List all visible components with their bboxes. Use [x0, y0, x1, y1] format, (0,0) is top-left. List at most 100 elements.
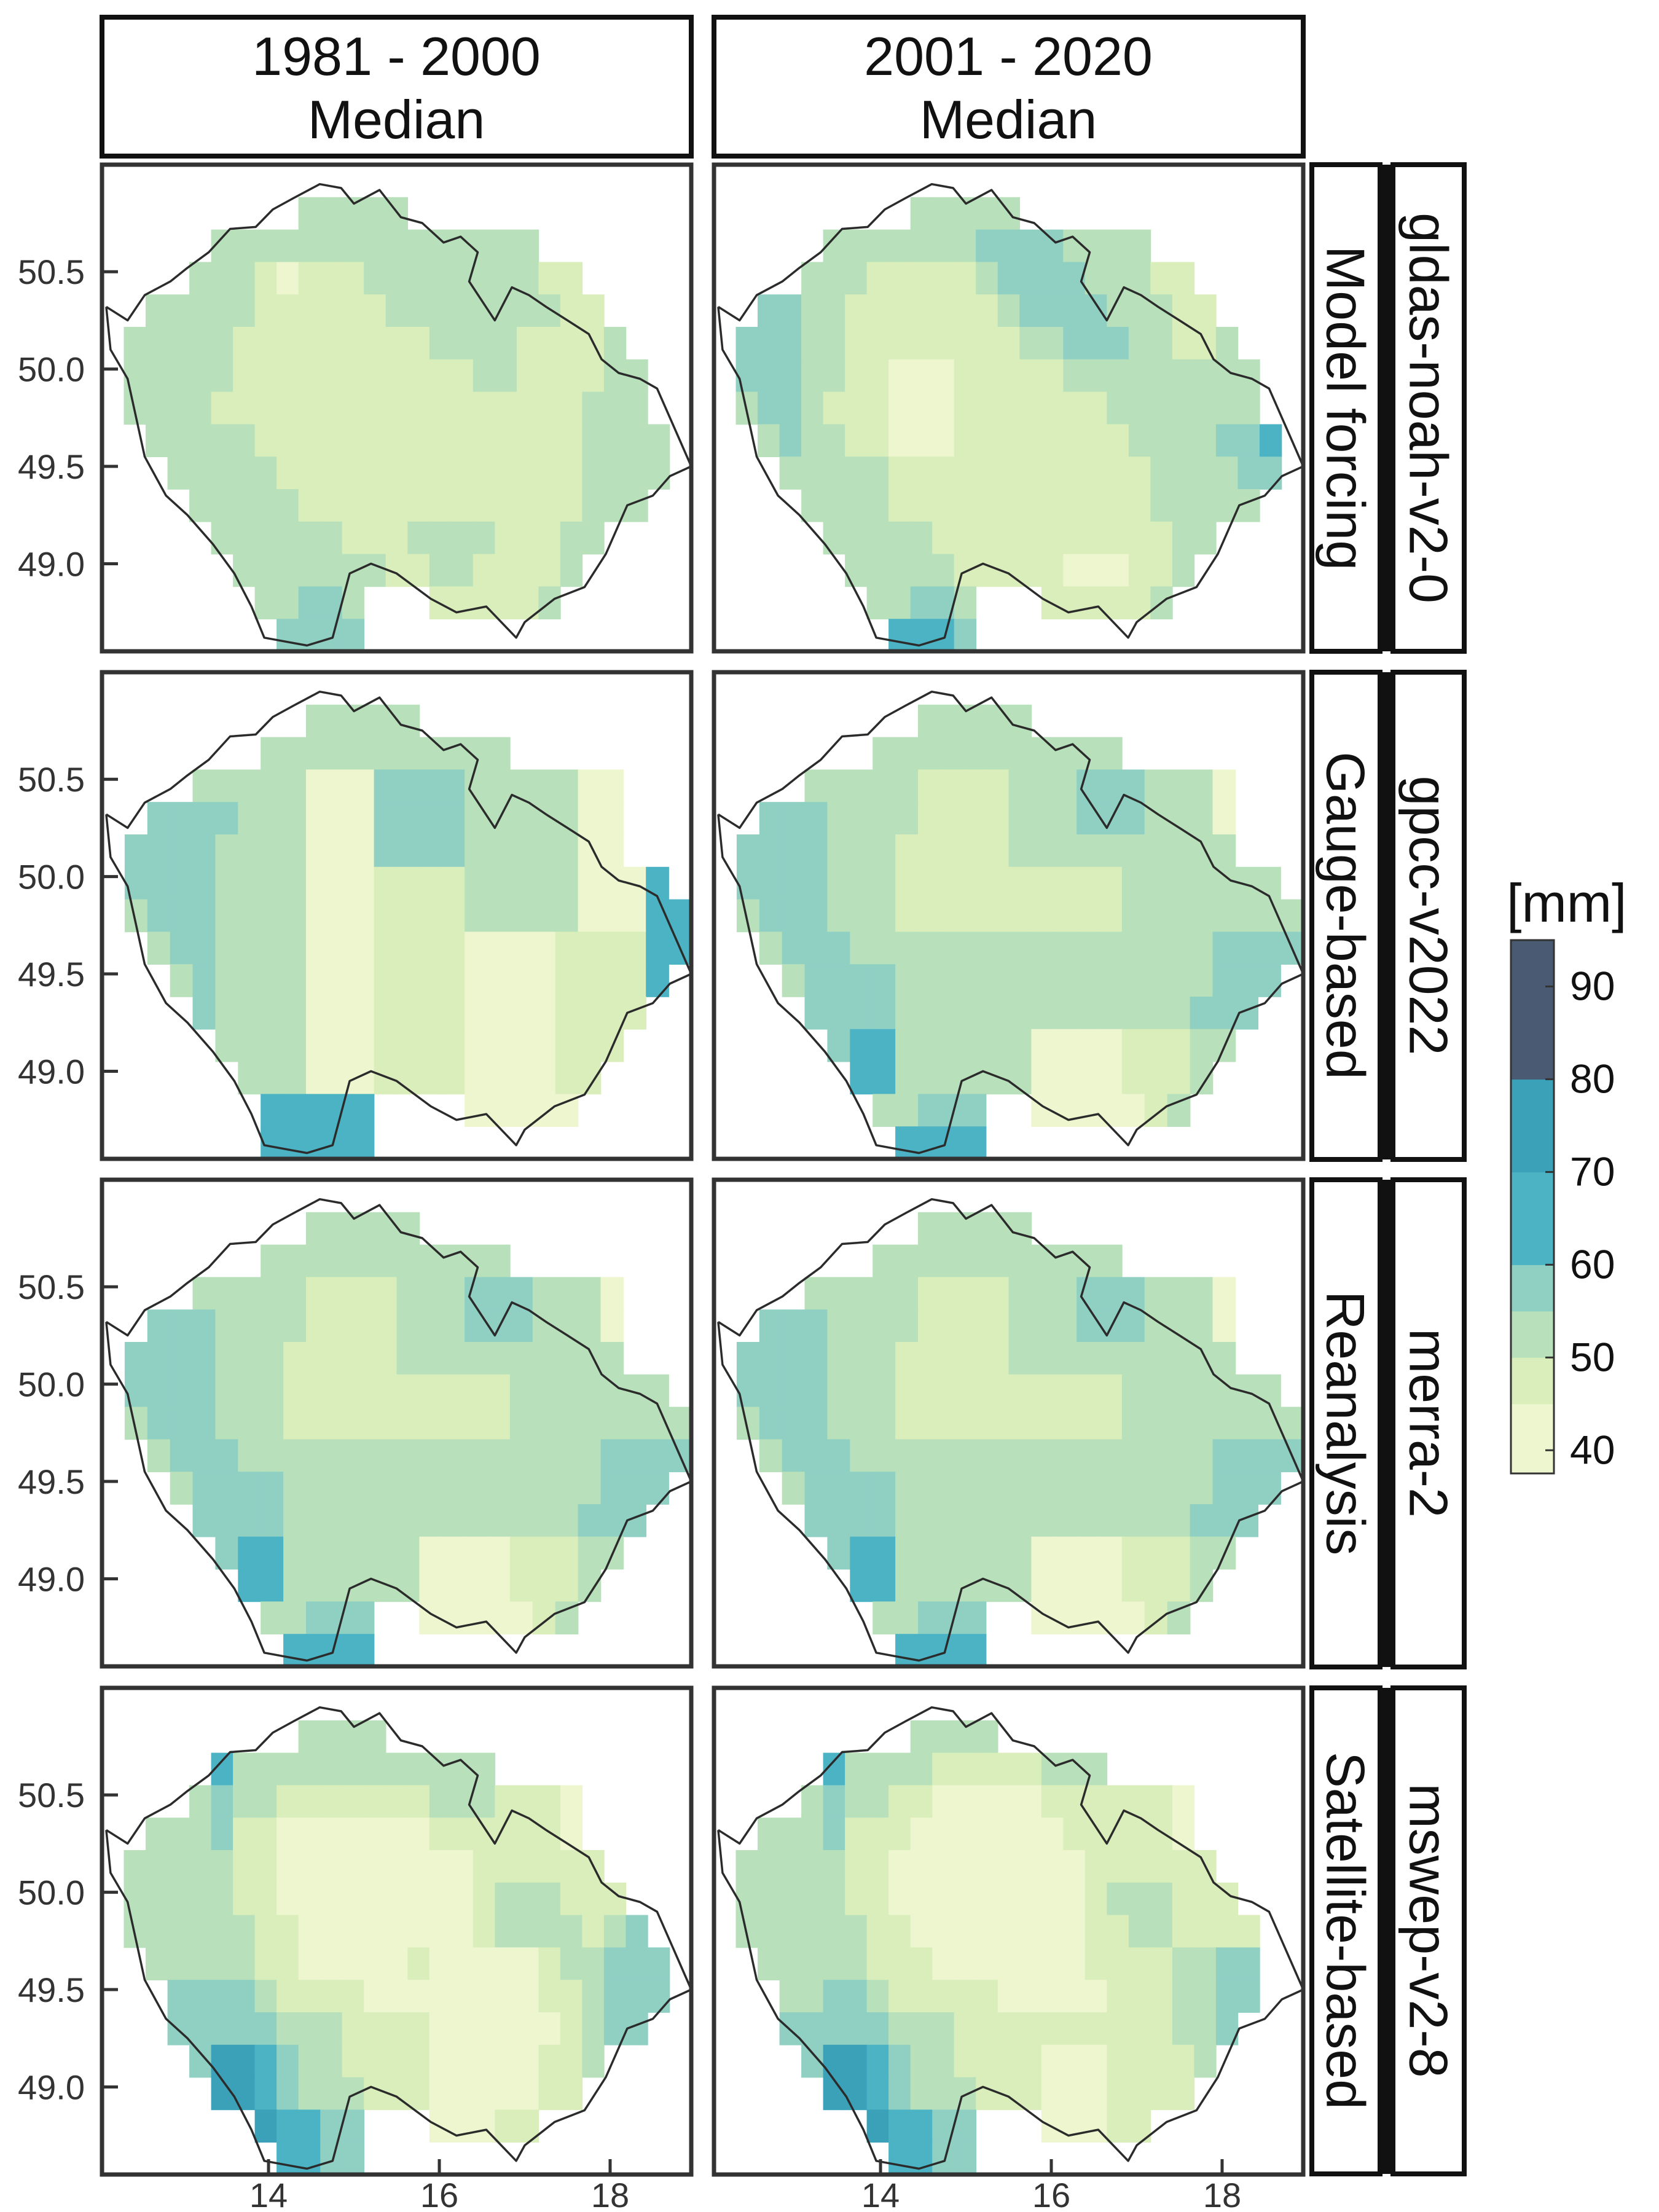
grid-cell	[364, 1850, 386, 1883]
grid-cell	[283, 1406, 307, 1440]
grid-cell	[804, 931, 828, 965]
grid-cell	[1190, 964, 1214, 997]
grid-cell	[1258, 931, 1281, 965]
grid-cell	[954, 2142, 976, 2175]
grid-cell	[918, 1094, 941, 1127]
grid-cell	[532, 1536, 556, 1570]
grid-cell	[940, 1094, 964, 1127]
grid-cell	[1128, 229, 1151, 263]
grid-cell	[986, 1569, 1010, 1602]
grid-cell	[487, 1342, 511, 1375]
grid-cell	[1063, 1882, 1086, 1916]
grid-cell	[532, 1504, 556, 1537]
grid-cell	[1128, 1882, 1151, 1916]
grid-cell	[276, 1850, 299, 1883]
panel-frame	[712, 1177, 1306, 1669]
grid-cell	[963, 1536, 987, 1570]
grid-cell	[320, 1947, 343, 1980]
grid-cell	[873, 769, 896, 802]
y-tick-label: 50.5	[18, 1268, 85, 1306]
grid-cell	[779, 424, 802, 457]
grid-cell	[167, 1818, 190, 1851]
y-tick-label: 49.0	[18, 1559, 85, 1598]
grid-cell	[976, 197, 998, 230]
grid-cell	[261, 1277, 284, 1310]
grid-cell	[910, 2077, 933, 2111]
grid-cell	[419, 802, 443, 835]
grid-cell	[1172, 489, 1195, 522]
grid-cell	[233, 521, 256, 555]
grid-cell	[538, 1850, 561, 1883]
grid-cell	[385, 1947, 408, 1980]
grid-cell	[487, 1536, 511, 1570]
row-dataset-label-3: merra-2	[1398, 1328, 1459, 1518]
grid-cell	[429, 327, 452, 360]
grid-cell	[320, 1980, 343, 2013]
grid-cell	[1099, 1504, 1123, 1537]
grid-cell	[976, 1752, 998, 1786]
grid-cell	[963, 1504, 987, 1537]
grid-cell	[516, 1785, 539, 1818]
grid-cell	[1260, 457, 1282, 490]
grid-cell	[1054, 866, 1077, 900]
grid-cell	[850, 802, 873, 835]
grid-cell	[932, 2142, 955, 2175]
grid-cell	[823, 2044, 845, 2078]
grid-cell	[407, 1947, 430, 1980]
grid-cell	[940, 1374, 964, 1408]
grid-cell	[306, 1601, 329, 1634]
grid-cell	[509, 964, 533, 997]
grid-cell	[1167, 1029, 1191, 1062]
grid-cell	[1031, 1342, 1055, 1375]
grid-cell	[238, 1504, 261, 1537]
grid-cell	[1212, 1439, 1236, 1472]
grid-cell	[1084, 424, 1108, 457]
grid-cell	[646, 964, 669, 997]
grid-cell	[910, 1947, 933, 1980]
grid-cell	[429, 2012, 452, 2045]
grid-cell	[298, 1915, 321, 1948]
grid-cell	[888, 1882, 911, 1916]
grid-cell	[283, 769, 307, 802]
grid-cell	[1167, 1309, 1191, 1343]
grid-cell	[276, 1915, 299, 1948]
grid-cell	[1084, 1980, 1108, 2013]
grid-cell	[954, 294, 976, 327]
grid-cell	[1099, 1094, 1123, 1127]
grid-cell	[495, 1980, 517, 2013]
grid-cell	[385, 424, 408, 457]
grid-cell	[888, 1818, 911, 1851]
grid-cell	[555, 802, 579, 835]
column-header-2-line2: Median	[920, 89, 1097, 150]
grid-cell	[538, 2044, 561, 2078]
grid-cell	[986, 1406, 1010, 1440]
grid-cell	[487, 1406, 511, 1440]
legend-tick-label: 70	[1570, 1148, 1615, 1194]
grid-cell	[538, 262, 561, 295]
grid-cell	[442, 964, 465, 997]
grid-cell	[1235, 1439, 1258, 1472]
grid-cell	[465, 802, 488, 835]
grid-cell	[254, 586, 277, 619]
grid-cell	[215, 1504, 239, 1537]
grid-cell	[1031, 1536, 1055, 1570]
grid-cell	[298, 262, 321, 295]
grid-cell	[600, 997, 624, 1030]
grid-cell	[1215, 457, 1239, 490]
grid-cell	[845, 1882, 868, 1916]
grid-cell	[495, 327, 517, 360]
grid-cell	[495, 586, 517, 619]
grid-cell	[167, 1947, 190, 1980]
grid-cell	[538, 457, 561, 490]
grid-cell	[845, 489, 868, 522]
grid-cell	[509, 1029, 533, 1062]
grid-cell	[801, 424, 824, 457]
grid-cell	[1008, 1277, 1032, 1310]
grid-cell	[759, 1309, 783, 1343]
grid-cell	[932, 1915, 955, 1948]
grid-cell	[516, 1915, 539, 1948]
grid-cell	[320, 489, 343, 522]
grid-cell	[873, 1569, 896, 1602]
grid-cell	[396, 997, 420, 1030]
grid-cell	[1063, 2012, 1086, 2045]
